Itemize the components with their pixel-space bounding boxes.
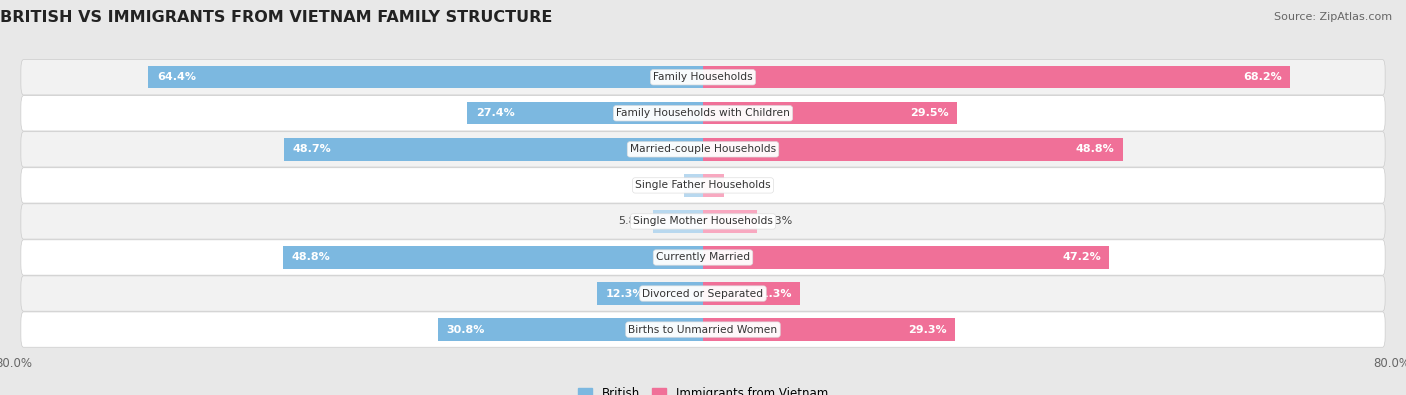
- Bar: [149, 66, 703, 88]
- FancyBboxPatch shape: [21, 132, 1385, 167]
- Text: Family Households with Children: Family Households with Children: [616, 108, 790, 118]
- Bar: [703, 66, 1291, 88]
- FancyBboxPatch shape: [21, 168, 1385, 203]
- Bar: [437, 318, 703, 341]
- FancyBboxPatch shape: [21, 312, 1385, 347]
- Text: 27.4%: 27.4%: [475, 108, 515, 118]
- Text: 5.8%: 5.8%: [617, 216, 647, 226]
- Text: Source: ZipAtlas.com: Source: ZipAtlas.com: [1274, 12, 1392, 22]
- Bar: [652, 210, 703, 233]
- Text: 6.3%: 6.3%: [763, 216, 793, 226]
- FancyBboxPatch shape: [21, 204, 1385, 239]
- Text: 48.8%: 48.8%: [1076, 144, 1115, 154]
- Text: 29.3%: 29.3%: [908, 325, 946, 335]
- Text: 68.2%: 68.2%: [1243, 72, 1282, 82]
- Text: 11.3%: 11.3%: [754, 288, 792, 299]
- Bar: [703, 318, 955, 341]
- Text: 48.8%: 48.8%: [291, 252, 330, 263]
- Bar: [283, 246, 703, 269]
- Text: 48.7%: 48.7%: [292, 144, 330, 154]
- Text: Family Households: Family Households: [654, 72, 752, 82]
- Text: 29.5%: 29.5%: [910, 108, 949, 118]
- Text: Married-couple Households: Married-couple Households: [630, 144, 776, 154]
- Text: Divorced or Separated: Divorced or Separated: [643, 288, 763, 299]
- FancyBboxPatch shape: [21, 60, 1385, 95]
- Bar: [703, 102, 957, 124]
- Bar: [467, 102, 703, 124]
- Bar: [703, 246, 1109, 269]
- Bar: [284, 138, 703, 160]
- Text: 64.4%: 64.4%: [157, 72, 195, 82]
- Bar: [598, 282, 703, 305]
- Text: Single Father Households: Single Father Households: [636, 181, 770, 190]
- Text: Currently Married: Currently Married: [657, 252, 749, 263]
- FancyBboxPatch shape: [21, 276, 1385, 311]
- Text: Single Mother Households: Single Mother Households: [633, 216, 773, 226]
- Text: 2.2%: 2.2%: [648, 181, 678, 190]
- Text: BRITISH VS IMMIGRANTS FROM VIETNAM FAMILY STRUCTURE: BRITISH VS IMMIGRANTS FROM VIETNAM FAMIL…: [0, 9, 553, 24]
- Bar: [685, 174, 703, 197]
- Text: 2.4%: 2.4%: [731, 181, 759, 190]
- Bar: [703, 210, 758, 233]
- Text: 12.3%: 12.3%: [606, 288, 644, 299]
- Bar: [703, 138, 1123, 160]
- Bar: [703, 174, 724, 197]
- Legend: British, Immigrants from Vietnam: British, Immigrants from Vietnam: [574, 383, 832, 395]
- Bar: [703, 282, 800, 305]
- Text: Births to Unmarried Women: Births to Unmarried Women: [628, 325, 778, 335]
- Text: 30.8%: 30.8%: [446, 325, 485, 335]
- FancyBboxPatch shape: [21, 240, 1385, 275]
- FancyBboxPatch shape: [21, 96, 1385, 131]
- Text: 47.2%: 47.2%: [1062, 252, 1101, 263]
